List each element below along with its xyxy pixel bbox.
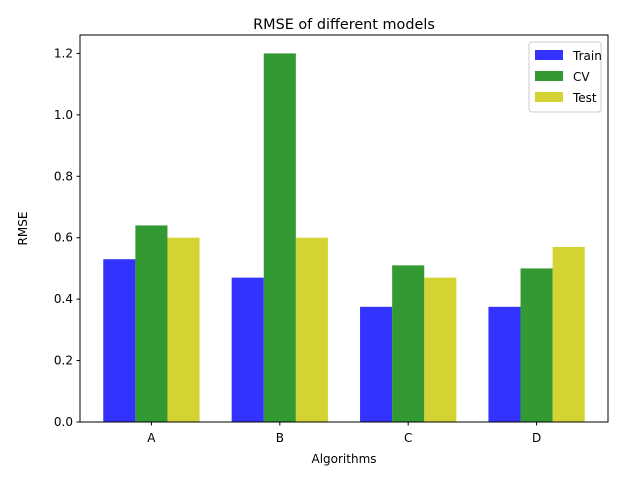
legend-swatch-train — [535, 50, 563, 60]
y-tick-label: 0.2 — [54, 354, 73, 368]
bar-test-c — [424, 277, 457, 422]
y-tick-label: 0.0 — [54, 415, 73, 429]
legend-label-test: Test — [572, 91, 597, 105]
legend: Train CV Test — [528, 41, 602, 113]
bar-cv-c — [392, 265, 425, 422]
bars-group — [103, 53, 585, 423]
x-tick-label: A — [147, 431, 156, 445]
chart-title: RMSE of different models — [253, 17, 435, 33]
y-tick-label: 1.0 — [54, 108, 73, 122]
legend-label-train: Train — [572, 49, 602, 63]
legend-swatch-cv — [535, 71, 563, 81]
y-axis: 0.0 0.2 0.4 0.6 0.8 1.0 1.2 — [54, 46, 80, 429]
x-tick-label: B — [276, 431, 284, 445]
bar-cv-b — [263, 53, 296, 423]
bar-train-d — [488, 306, 521, 422]
legend-label-cv: CV — [573, 70, 590, 84]
y-tick-label: 0.6 — [54, 231, 73, 245]
bar-test-a — [167, 237, 200, 422]
bar-test-d — [552, 246, 585, 422]
y-tick-label: 0.4 — [54, 292, 73, 306]
x-axis: A B C D — [147, 422, 541, 445]
bar-train-b — [231, 277, 264, 422]
y-axis-title: RMSE — [16, 212, 30, 246]
plot-frame — [79, 34, 609, 423]
y-tick-label: 1.2 — [54, 46, 73, 60]
bar-cv-a — [135, 225, 168, 422]
bar-test-b — [295, 237, 328, 422]
bar-train-c — [360, 306, 393, 422]
legend-swatch-test — [535, 92, 563, 102]
x-tick-label: D — [532, 431, 541, 445]
y-tick-label: 0.8 — [54, 169, 73, 183]
x-axis-title: Algorithms — [311, 452, 376, 466]
bar-train-a — [103, 259, 136, 422]
bar-cv-d — [520, 268, 553, 422]
x-tick-label: C — [404, 431, 412, 445]
